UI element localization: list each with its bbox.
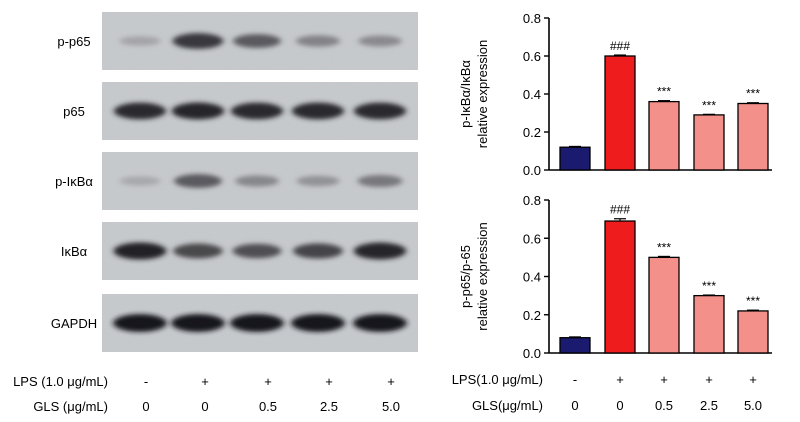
blot-conditions: LPS (1.0 μg/mL) GLS (μg/mL) - + + + +0 0 0.5 2.5 5… [13, 374, 400, 414]
significance-label: *** [702, 98, 716, 112]
western-blot: p-p65 p65 p-IκBα IκBα GAPDH [51, 12, 418, 352]
y-axis-label: p-p65/p-65 [458, 245, 473, 308]
gls-value: 0 [201, 399, 208, 414]
significance-label: *** [702, 279, 716, 293]
blot-band [171, 314, 225, 332]
blot-band [353, 102, 407, 120]
blot-band [291, 102, 345, 120]
gls-value: 0.5 [655, 398, 673, 413]
gls-value: 5.0 [382, 399, 400, 414]
significance-label: *** [657, 240, 671, 254]
y-tick-label: 0.0 [523, 163, 541, 178]
gls-label: GLS(μg/mL) [472, 398, 543, 413]
y-tick-label: 0.4 [523, 270, 541, 285]
blot-band [295, 35, 341, 47]
significance-label: ### [610, 203, 630, 217]
gls-value: 0.5 [259, 399, 277, 414]
blot-band [119, 36, 161, 46]
gls-value: 0 [616, 398, 623, 413]
bar [737, 102, 769, 171]
blot-row: p-p65 [57, 12, 418, 70]
gls-label: GLS (μg/mL) [33, 399, 108, 414]
y-axis-label-2: relative expression [475, 40, 490, 148]
bar [737, 310, 769, 354]
significance-label: *** [657, 85, 671, 99]
lps-sign: + [201, 374, 209, 389]
chart-conditions: LPS(1.0 μg/mL) GLS(μg/mL) - + + + +0 0 0.5 2.5 5.0 [452, 372, 762, 413]
lps-sign: + [749, 372, 757, 387]
blot-band [230, 314, 284, 332]
lps-label: LPS(1.0 μg/mL) [452, 372, 543, 387]
significance-label: *** [746, 87, 760, 101]
lps-sign: + [325, 374, 333, 389]
blot-band [171, 102, 225, 120]
blot-row: p65 [63, 82, 418, 140]
blot-band [358, 35, 402, 47]
y-axis-label: p-IκBα/IκBα [458, 60, 473, 128]
lps-label: LPS (1.0 μg/mL) [13, 374, 108, 389]
gls-value: 2.5 [320, 399, 338, 414]
blot-row-label: p-p65 [57, 34, 90, 49]
blot-band [353, 242, 407, 260]
y-axis-label-2: relative expression [475, 222, 490, 330]
blot-row: p-IκBα [55, 152, 418, 210]
y-tick-label: 0.8 [523, 11, 541, 26]
blot-band [113, 314, 167, 332]
significance-label: *** [746, 294, 760, 308]
blot-band [230, 102, 284, 120]
blot-band [232, 243, 282, 259]
blot-row: GAPDH [51, 294, 418, 352]
y-tick-label: 0.2 [523, 308, 541, 323]
blot-band [296, 175, 340, 187]
lps-sign: + [264, 374, 272, 389]
lps-sign: + [387, 374, 395, 389]
blot-band [173, 243, 223, 259]
y-tick-label: 0.8 [523, 193, 541, 208]
blot-band [233, 34, 281, 48]
gls-value: 2.5 [700, 398, 718, 413]
blot-band [353, 314, 407, 332]
blot-band [357, 174, 403, 188]
bar [693, 114, 725, 171]
blot-band [174, 174, 222, 188]
blot-band [119, 176, 161, 186]
bar [559, 146, 591, 171]
bar [604, 220, 636, 354]
blot-row-label: GAPDH [51, 316, 97, 331]
blot-band [234, 175, 280, 187]
bar [648, 256, 680, 354]
blot-band [293, 243, 343, 259]
y-tick-label: 0.2 [523, 125, 541, 140]
lps-sign: - [573, 372, 577, 387]
blot-row: IκBα [61, 222, 418, 280]
blot-row-label: p-IκBα [55, 174, 93, 189]
chart-pp65: 0.0 0.2 0.4 0.6 0.8 p-p65/p-65 relative expres… [458, 193, 772, 361]
blot-band [172, 33, 224, 49]
blot-band [113, 242, 167, 260]
bar [648, 100, 680, 171]
gls-value: 0 [142, 399, 149, 414]
y-tick-label: 0.4 [523, 87, 541, 102]
chart-pikba: 0.0 0.2 0.4 0.6 0.8 p-IκBα/IκBα relative expre… [458, 11, 772, 178]
blot-row-label: IκBα [61, 244, 88, 259]
blot-band [113, 102, 167, 120]
bar [604, 55, 636, 171]
gls-value: 5.0 [744, 398, 762, 413]
lps-sign: + [616, 372, 624, 387]
gls-value: 0 [571, 398, 578, 413]
blot-band [291, 314, 345, 332]
bar [693, 294, 725, 354]
lps-sign: - [144, 374, 148, 389]
y-tick-label: 0.6 [523, 231, 541, 246]
blot-row-label: p65 [63, 104, 85, 119]
y-tick-label: 0.6 [523, 49, 541, 64]
lps-sign: + [705, 372, 713, 387]
y-tick-label: 0.0 [523, 346, 541, 361]
bar [559, 337, 591, 354]
significance-label: ### [610, 39, 630, 53]
lps-sign: + [660, 372, 668, 387]
